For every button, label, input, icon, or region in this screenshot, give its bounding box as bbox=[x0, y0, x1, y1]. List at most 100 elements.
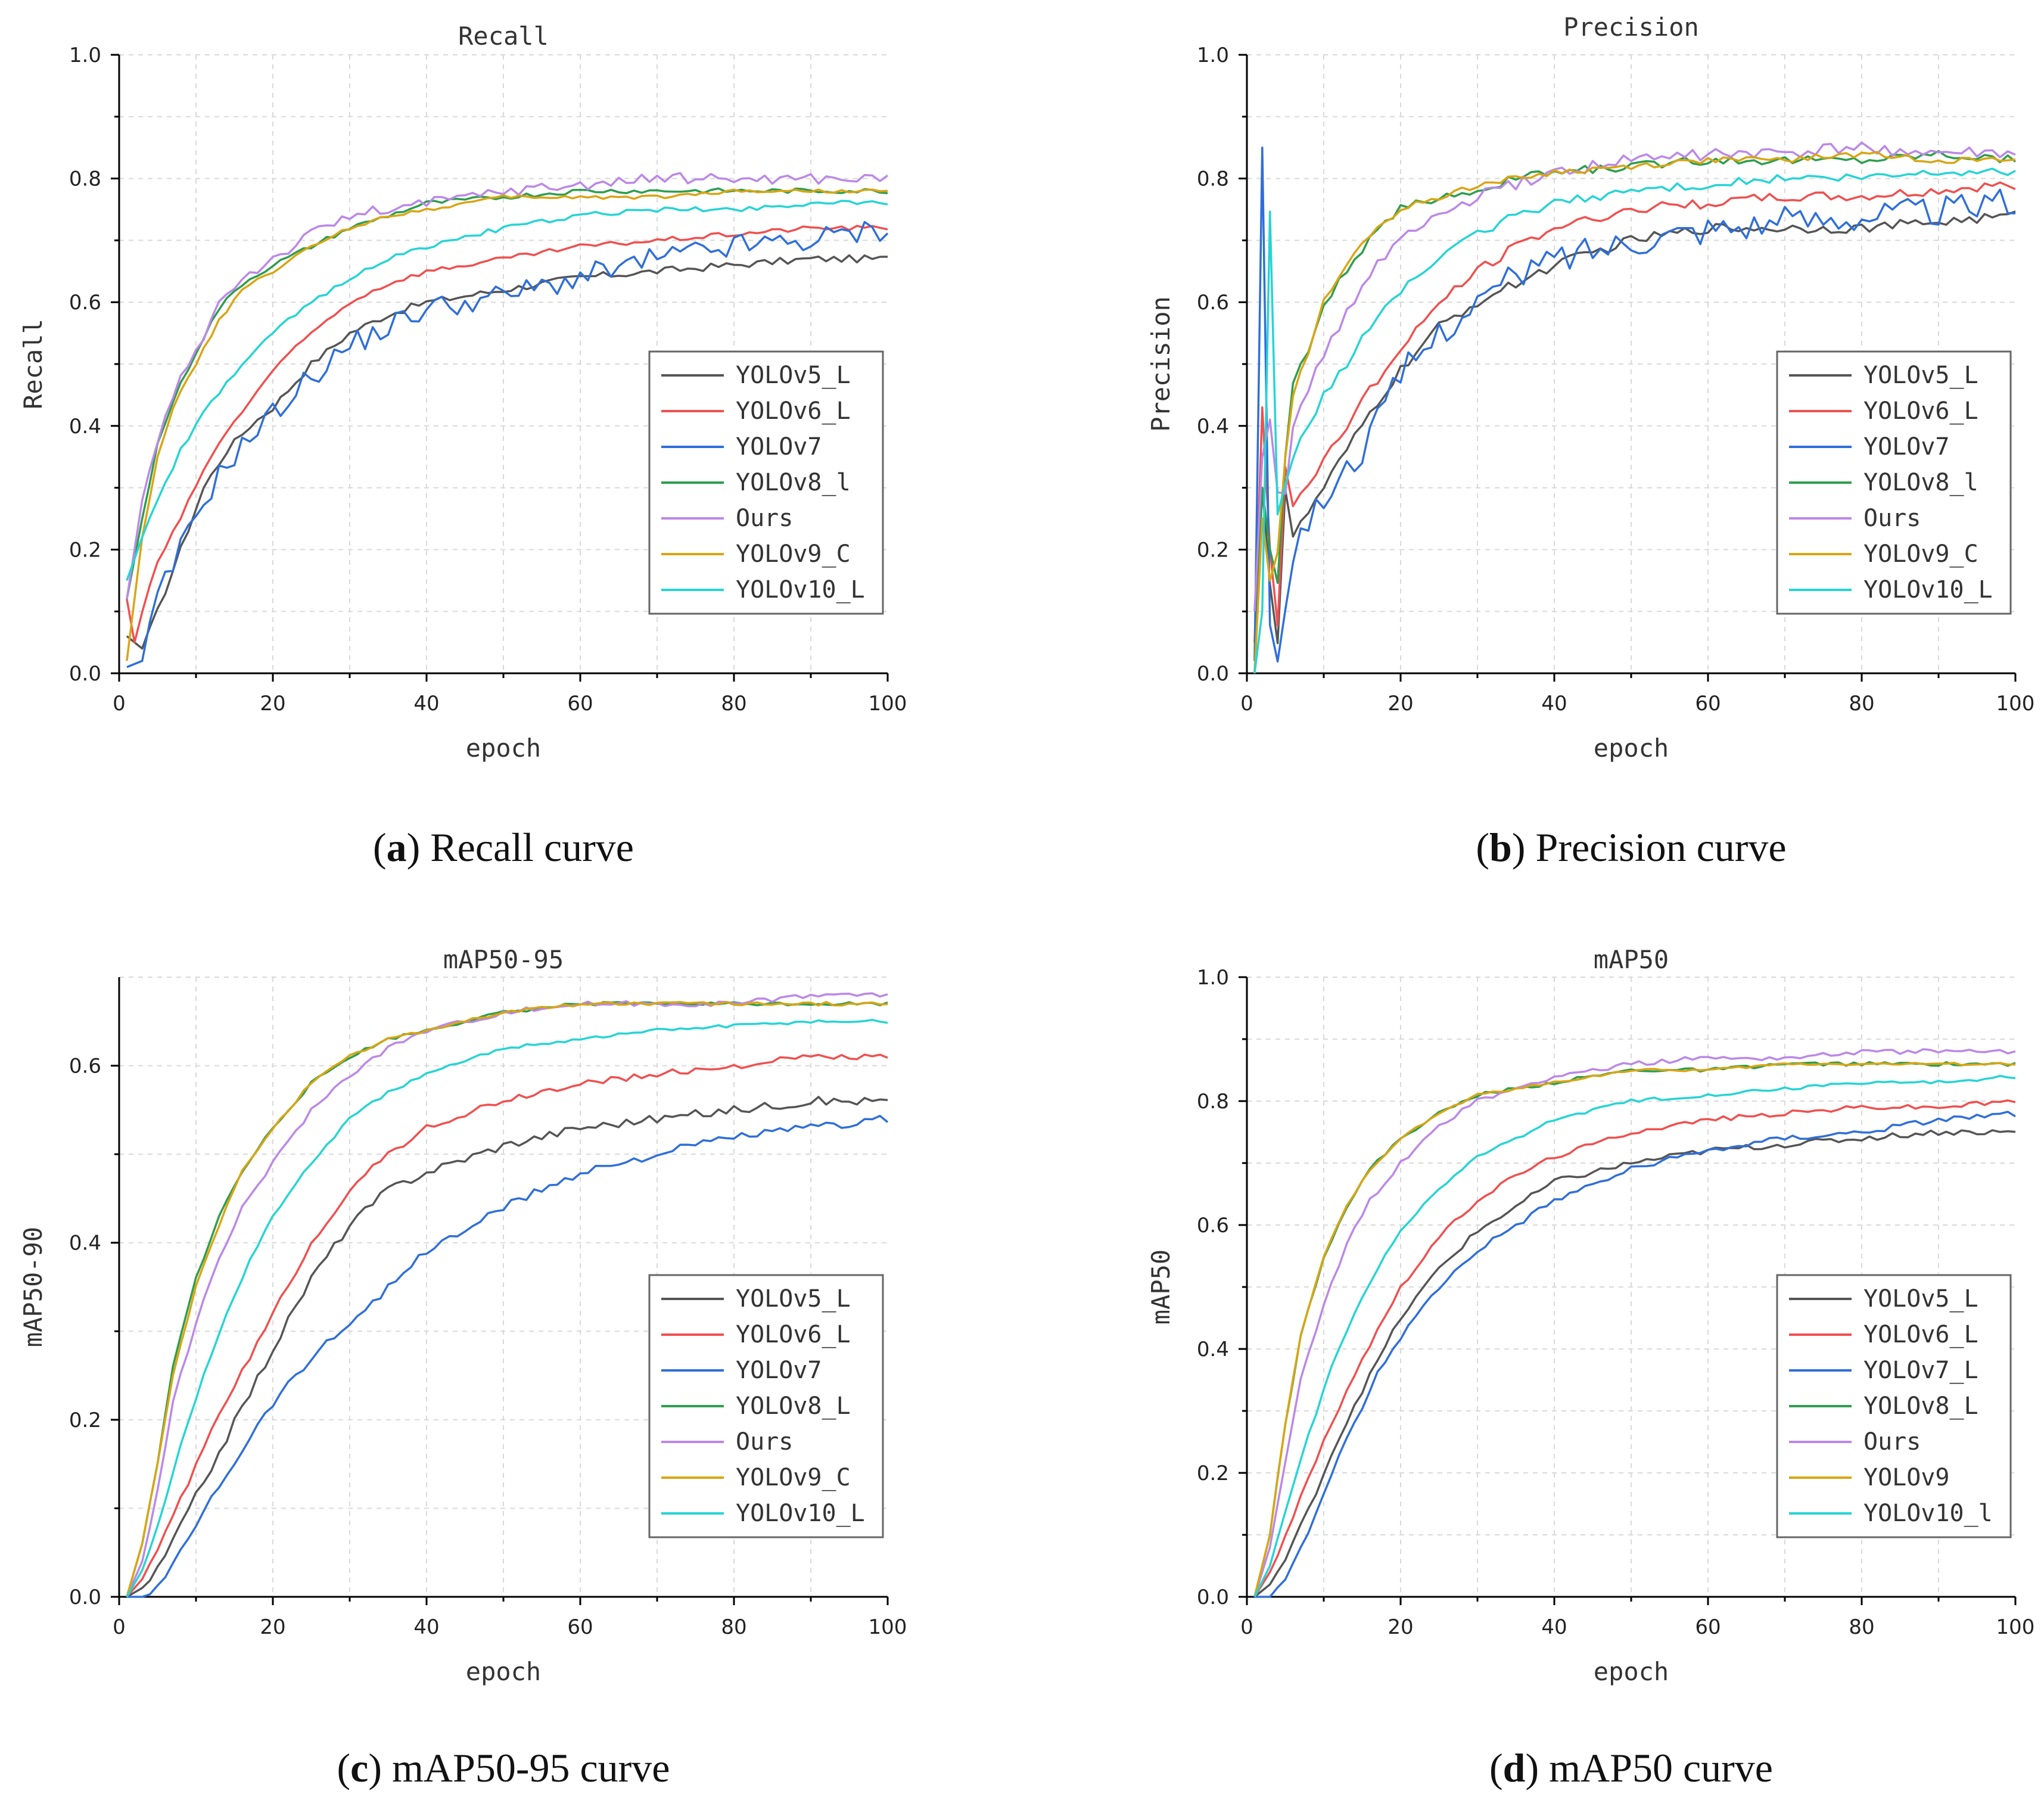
panel-caption: (b) Precision curve bbox=[1476, 825, 1786, 870]
x-tick-label: 20 bbox=[260, 1615, 285, 1639]
y-tick-label: 0.0 bbox=[1197, 1586, 1229, 1609]
legend-label: YOLOv6_L bbox=[1863, 397, 1978, 425]
legend-label: YOLOv10_L bbox=[1863, 576, 1993, 604]
series-line-yolov5 bbox=[1253, 210, 2016, 645]
caption-text: Precision curve bbox=[1526, 825, 1787, 870]
y-tick-label: 0.2 bbox=[1197, 538, 1229, 562]
series-line-yolov7 bbox=[1254, 1111, 2016, 1598]
series-line-yolov5 bbox=[126, 254, 888, 650]
x-tick-label: 80 bbox=[1849, 1615, 1874, 1639]
series-line-yolov6 bbox=[1253, 181, 2016, 643]
series-line-yolov9 bbox=[126, 1000, 888, 1597]
legend-label: YOLOv5_L bbox=[736, 362, 851, 389]
y-tick-label: 0.0 bbox=[69, 1586, 101, 1609]
y-tick-label: 0.4 bbox=[1197, 1338, 1229, 1361]
caption-text: mAP50 curve bbox=[1539, 1745, 1773, 1790]
caption-close: ) bbox=[1526, 1745, 1539, 1790]
caption-letter: b bbox=[1489, 825, 1512, 870]
caption-letter: d bbox=[1503, 1745, 1526, 1790]
y-tick-label: 0.8 bbox=[69, 167, 101, 191]
y-axis-title: mAP50-90 bbox=[18, 1227, 48, 1347]
x-tick-label: 60 bbox=[1695, 692, 1721, 716]
legend-label: Ours bbox=[1863, 505, 1921, 532]
x-axis-title: epoch bbox=[466, 733, 541, 763]
chart-panel-d: 0 20 40 60 80 100 0.0 0.2 0.4 0.6 0.8 1.0 mAP50 epoch… bbox=[1146, 945, 2034, 1790]
y-tick-label: 0.6 bbox=[69, 1055, 101, 1078]
legend-label: YOLOv6_L bbox=[736, 1321, 851, 1348]
legend-label: YOLOv6_L bbox=[1863, 1321, 1978, 1348]
x-tick-label: 0 bbox=[1240, 692, 1253, 716]
y-tick-label: 0.6 bbox=[1197, 1214, 1229, 1238]
caption-letter: c bbox=[350, 1745, 368, 1790]
legend-label: Ours bbox=[1863, 1428, 1921, 1456]
x-tick-label: 80 bbox=[721, 692, 746, 716]
x-tick-label: 0 bbox=[113, 692, 126, 716]
legend-label: YOLOv7 bbox=[736, 433, 822, 461]
legend-label: YOLOv9_C bbox=[736, 1464, 851, 1491]
chart-title: Recall bbox=[458, 21, 549, 51]
series-line-yolov9 bbox=[126, 188, 888, 661]
series-line-yolov5 bbox=[1253, 1129, 2016, 1598]
chart-panel-a: 0 20 40 60 80 100 0.0 0.2 0.4 0.6 0.8 1.0 Recall epoc… bbox=[18, 21, 907, 870]
series-line-yolov10 bbox=[1253, 1074, 2016, 1597]
x-tick-label: 20 bbox=[1387, 1615, 1413, 1639]
caption-close: ) bbox=[407, 825, 421, 870]
y-axis-title: Precision bbox=[1146, 296, 1175, 432]
series-line-yolov10 bbox=[126, 1018, 888, 1597]
chart-panel-c: 0 20 40 60 80 100 0.0 0.2 0.4 0.6 mAP50-95 epoch mAP… bbox=[18, 945, 907, 1790]
y-axis-title: mAP50 bbox=[1146, 1249, 1175, 1325]
y-tick-label: 0.4 bbox=[1197, 415, 1229, 439]
caption-open: ( bbox=[337, 1745, 351, 1790]
legend-label: Ours bbox=[736, 1428, 793, 1456]
y-tick-label: 0.6 bbox=[69, 291, 101, 315]
x-tick-label: 80 bbox=[721, 1615, 746, 1639]
legend-label: YOLOv5_L bbox=[1863, 362, 1978, 389]
x-tick-label: 40 bbox=[413, 1615, 439, 1639]
series-line-ours bbox=[1253, 1048, 2016, 1597]
y-tick-label: 0.8 bbox=[1197, 167, 1229, 191]
series-line-yolov7 bbox=[126, 220, 889, 669]
series-line-yolov10 bbox=[1253, 167, 2016, 674]
caption-text: mAP50-95 curve bbox=[382, 1745, 670, 1790]
series-line-ours bbox=[1253, 141, 2016, 612]
x-tick-label: 100 bbox=[869, 1615, 907, 1639]
x-tick-label: 0 bbox=[113, 1615, 126, 1639]
x-tick-label: 20 bbox=[1387, 692, 1413, 716]
legend-label: YOLOv8_l bbox=[736, 469, 851, 496]
caption-open: ( bbox=[1476, 825, 1489, 870]
series-line-yolov6 bbox=[126, 225, 888, 643]
series-line-yolov7 bbox=[126, 1115, 889, 1598]
legend-label: YOLOv9_C bbox=[736, 540, 851, 568]
legend-label: YOLOv10_L bbox=[736, 576, 865, 604]
legend-label: YOLOv9 bbox=[1863, 1464, 1950, 1491]
series-line-yolov5 bbox=[126, 1096, 888, 1598]
series-line-ours bbox=[126, 172, 889, 599]
legend-label: YOLOv8_L bbox=[1863, 1392, 1978, 1420]
legend-label: YOLOv5_L bbox=[1863, 1285, 1978, 1313]
legend-label: YOLOv9_C bbox=[1863, 540, 1978, 568]
y-tick-label: 0.2 bbox=[69, 1409, 101, 1432]
legend-label: YOLOv10_L bbox=[736, 1500, 865, 1527]
x-tick-label: 40 bbox=[1541, 1615, 1567, 1639]
y-tick-label: 0.4 bbox=[69, 415, 101, 439]
y-tick-label: 0.0 bbox=[69, 662, 101, 686]
y-tick-label: 0.0 bbox=[1197, 662, 1229, 686]
series-line-yolov10 bbox=[126, 200, 888, 581]
x-tick-label: 40 bbox=[1541, 692, 1567, 716]
x-tick-label: 60 bbox=[1695, 1615, 1721, 1639]
legend-label: YOLOv8_l bbox=[1863, 469, 1978, 496]
legend-label: Ours bbox=[736, 505, 793, 532]
y-tick-label: 1.0 bbox=[1197, 966, 1229, 990]
x-tick-label: 0 bbox=[1240, 1615, 1253, 1639]
x-tick-label: 20 bbox=[260, 692, 285, 716]
y-tick-label: 0.2 bbox=[1197, 1462, 1229, 1485]
y-tick-label: 0.6 bbox=[1197, 291, 1229, 315]
legend-label: YOLOv5_L bbox=[736, 1285, 851, 1313]
x-axis-title: epoch bbox=[1594, 1657, 1669, 1686]
x-tick-label: 60 bbox=[567, 692, 593, 716]
chart-panel-b: 0 20 40 60 80 100 0.0 0.2 0.4 0.6 0.8 1.0 Precision e… bbox=[1146, 13, 2034, 870]
legend-label: YOLOv10_l bbox=[1863, 1500, 1993, 1527]
legend-label: YOLOv8_L bbox=[736, 1392, 851, 1420]
panel-caption: (a) Recall curve bbox=[373, 825, 634, 870]
